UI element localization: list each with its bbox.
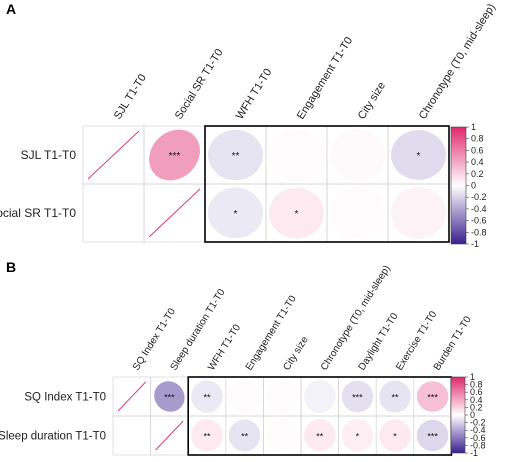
panel-a-ellipse-social-sr-t1-t0-engagement-t1-t0 xyxy=(269,187,324,239)
panel-a-col-label-wfh-t1-t0: WFH T1-T0 xyxy=(234,67,275,122)
panel-a-col-label-city-size: City size xyxy=(356,80,388,122)
panel-a-col-label-chronotype-t0-mid-sleep: Chronotype (T0, mid-sleep) xyxy=(417,2,498,122)
panel-a-row-label-sjl-t1-t0: SJL T1-T0 xyxy=(21,148,77,162)
panel-b-ellipse-sq-index-t1-t0-daylight-t1-t0 xyxy=(341,380,374,413)
panel-a-col-label-sjl-t1-t0: SJL T1-T0 xyxy=(112,72,149,121)
panel-a-ellipse-sjl-t1-t0-engagement-t1-t0 xyxy=(269,129,324,181)
panel-b-col-label-chronotype-t0-mid-sleep: Chronotype (T0, mid-sleep) xyxy=(319,264,393,373)
panel-a-colorbar-tick-label: 1 xyxy=(471,122,476,132)
panel-a-ellipse-sjl-t1-t0-city-size xyxy=(330,129,385,181)
panel-a-colorbar-tick-label: -0.6 xyxy=(471,216,487,226)
panel-a-colorbar-tick-label: -0.8 xyxy=(471,227,487,237)
panel-b-ellipse-sq-index-t1-t0-exercise-t1-t0 xyxy=(379,380,411,413)
panel-a-colorbar xyxy=(450,126,467,245)
panel-b-row-label-sleep-duration-t1-t0: Sleep duration T1-T0 xyxy=(0,431,106,443)
panel-a-colorbar-tick-label: 0 xyxy=(471,181,476,191)
panel-a-colorbar-tick-label: 0.6 xyxy=(471,145,484,155)
panel-b-ellipse-sleep-duration-t1-t0-burden-t1-t0 xyxy=(416,419,449,452)
panel-b-sig-label: *** xyxy=(164,393,175,403)
panel-b-col-label-city-size: City size xyxy=(281,334,311,372)
panel-a-ellipse-sjl-t1-t0-social-sr-t1-t0 xyxy=(149,129,200,181)
panel-b-sig-label: * xyxy=(356,432,360,442)
panel-b-colorbar-tick-label: -0.6 xyxy=(470,433,486,443)
panel-b-colorbar-tick-label: -0.2 xyxy=(470,418,486,428)
panel-b-colorbar-tick-label: 1 xyxy=(470,372,475,382)
panel-b-sig-label: ** xyxy=(316,432,324,442)
panel-a-ellipse-social-sr-t1-t0-chronotype-t0-mid-sleep xyxy=(391,187,446,239)
panel-b-ellipse-sq-index-t1-t0-chronotype-t0-mid-sleep xyxy=(304,380,336,413)
panel-b-diagonal-line xyxy=(117,381,146,412)
panel-a-sig-label: *** xyxy=(169,151,181,162)
panel-b-ellipse-sq-index-t1-t0-engagement-t1-t0 xyxy=(228,380,261,413)
panel-b-colorbar-tick-label: -0.8 xyxy=(470,440,486,450)
panel-b-colorbar-tick-label: 0.4 xyxy=(470,395,483,405)
panel-a-highlight-box xyxy=(204,125,450,243)
panel-letter-a: A xyxy=(6,1,16,17)
panel-b-sig-label: *** xyxy=(427,432,438,442)
panel-b-sig-label: ** xyxy=(203,432,211,442)
panel-a-ellipse-sjl-t1-t0-wfh-t1-t0 xyxy=(208,129,263,181)
panel-b-col-label-burden-t1-t0: Burden T1-T0 xyxy=(432,314,474,372)
panel-b-sig-label: * xyxy=(393,432,397,442)
panel-b-sig-label: ** xyxy=(391,393,399,403)
panel-b-ellipse-sleep-duration-t1-t0-engagement-t1-t0 xyxy=(228,419,261,452)
panel-a-ellipse-sjl-t1-t0-chronotype-t0-mid-sleep xyxy=(391,130,446,180)
panel-b-col-label-wfh-t1-t0: WFH T1-T0 xyxy=(206,322,243,372)
panel-b-correlogram: SQ Index T1-T0 Sleep duration T1-T0 WFH T1… xyxy=(0,264,486,458)
panel-b-colorbar-tick-label: 0.6 xyxy=(470,387,483,397)
panel-a-sig-label: ** xyxy=(232,151,240,162)
panel-b-colorbar-tick-label: 0.8 xyxy=(470,380,483,390)
panel-a-sig-label: * xyxy=(417,151,421,162)
panel-b-ellipse-sleep-duration-t1-t0-wfh-t1-t0 xyxy=(191,419,223,452)
panel-b-sig-label: *** xyxy=(427,393,438,403)
panel-letter-b: B xyxy=(6,259,16,275)
panel-a-colorbar-tick-label: -0.4 xyxy=(471,204,487,214)
panel-b-ellipse-sleep-duration-t1-t0-daylight-t1-t0 xyxy=(341,419,374,452)
panel-a-ellipse-social-sr-t1-t0-wfh-t1-t0 xyxy=(208,187,263,239)
panel-b-ellipse-sq-index-t1-t0-burden-t1-t0 xyxy=(416,381,449,412)
panel-a-colorbar-tick-label: 0.4 xyxy=(471,157,484,167)
panel-a-sig-label: * xyxy=(295,209,299,220)
panel-a-col-label-engagement-t1-t0: Engagement T1-T0 xyxy=(295,35,355,122)
panel-b-colorbar xyxy=(450,376,466,454)
panel-b-colorbar-tick-label: 0.2 xyxy=(470,402,483,412)
panel-b-col-label-daylight-t1-t0: Daylight T1-T0 xyxy=(357,311,401,373)
panel-b-cell xyxy=(112,415,151,456)
panel-a-sig-label: * xyxy=(234,209,238,220)
panel-b-ellipse-sq-index-t1-t0-wfh-t1-t0 xyxy=(191,380,223,413)
panel-a-colorbar-tick-label: -0.2 xyxy=(471,192,487,202)
panel-b-colorbar-tick-label: -1 xyxy=(470,448,478,458)
panel-b-ellipse-sq-index-t1-t0-sleep-duration-t1-t0 xyxy=(154,381,185,412)
panel-a-correlogram: SJL T1-T0 Social SR T1-T0 WFH T1-T0 Engagem… xyxy=(0,2,498,249)
panel-a-colorbar-tick-label: 0.2 xyxy=(471,169,484,179)
panel-a-cell xyxy=(82,183,145,243)
panel-a-colorbar-tick-label: -1 xyxy=(471,239,479,249)
panel-b-ellipse-sleep-duration-t1-t0-city-size xyxy=(266,419,299,452)
panel-a-diagonal-line xyxy=(148,188,201,238)
panel-b-sig-label: ** xyxy=(203,393,211,403)
panel-b-colorbar-tick-label: 0 xyxy=(470,410,475,420)
panel-b-row-label-sq-index-t1-t0: SQ Index T1-T0 xyxy=(24,392,106,404)
panel-b-ellipse-sq-index-t1-t0-city-size xyxy=(266,380,299,413)
panel-a-col-label-social-sr-t1-t0: Social SR T1-T0 xyxy=(173,47,226,122)
panel-b-ellipse-sleep-duration-t1-t0-chronotype-t0-mid-sleep xyxy=(304,419,336,452)
panel-a-diagonal-line xyxy=(87,130,140,180)
panel-a-colorbar-tick-label: 0.8 xyxy=(471,134,484,144)
panel-b-sig-label: ** xyxy=(241,432,249,442)
panel-b-ellipse-sleep-duration-t1-t0-exercise-t1-t0 xyxy=(379,419,411,452)
panel-b-colorbar-tick-label: -0.4 xyxy=(470,425,486,435)
panel-b-col-label-exercise-t1-t0: Exercise T1-T0 xyxy=(394,309,439,373)
panel-b-sig-label: *** xyxy=(352,393,363,403)
panel-a-row-label-social-sr-t1-t0: Social SR T1-T0 xyxy=(0,206,76,220)
panel-b-diagonal-line xyxy=(155,420,184,451)
panel-a-ellipse-social-sr-t1-t0-city-size xyxy=(330,187,385,239)
